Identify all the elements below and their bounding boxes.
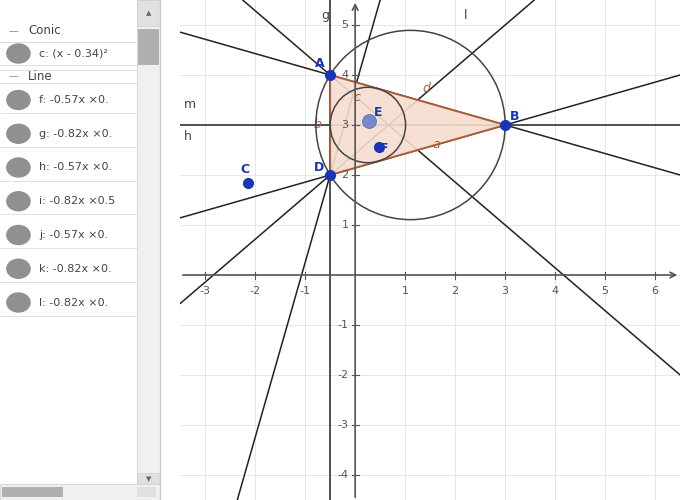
Text: 4: 4 bbox=[552, 286, 559, 296]
Text: 5: 5 bbox=[601, 286, 608, 296]
Text: a: a bbox=[433, 138, 440, 150]
Bar bbox=[0, 20, 137, 40]
Text: l: -0.82x ×0.: l: -0.82x ×0. bbox=[39, 298, 108, 308]
Ellipse shape bbox=[7, 158, 30, 177]
Text: b: b bbox=[314, 118, 321, 130]
Text: m: m bbox=[184, 98, 196, 112]
Text: 1: 1 bbox=[402, 286, 409, 296]
Text: Conic: Conic bbox=[28, 24, 61, 38]
Text: C: C bbox=[241, 163, 250, 176]
Ellipse shape bbox=[7, 293, 30, 312]
Bar bbox=[0, 122, 137, 147]
Text: 3: 3 bbox=[502, 286, 509, 296]
Text: 4: 4 bbox=[342, 70, 349, 80]
Ellipse shape bbox=[7, 90, 30, 110]
Text: g: -0.82x ×0.: g: -0.82x ×0. bbox=[39, 128, 113, 138]
Text: -1: -1 bbox=[337, 320, 349, 330]
Text: 1: 1 bbox=[342, 220, 349, 230]
Text: k: -0.82x ×0.: k: -0.82x ×0. bbox=[39, 264, 112, 274]
Bar bbox=[137, 487, 156, 497]
Text: g: g bbox=[321, 9, 329, 22]
Ellipse shape bbox=[7, 192, 30, 211]
Text: -2: -2 bbox=[250, 286, 260, 296]
Bar bbox=[137, 472, 160, 485]
Text: F: F bbox=[379, 142, 388, 156]
Text: A: A bbox=[315, 57, 325, 70]
Text: h: -0.57x ×0.: h: -0.57x ×0. bbox=[39, 162, 113, 172]
Text: -3: -3 bbox=[337, 420, 349, 430]
Text: 6: 6 bbox=[652, 286, 659, 296]
Text: B: B bbox=[510, 110, 519, 122]
Text: d: d bbox=[423, 82, 430, 95]
Text: -3: -3 bbox=[199, 286, 211, 296]
Text: f: -0.57x ×0.: f: -0.57x ×0. bbox=[39, 95, 109, 105]
Bar bbox=[0, 189, 137, 214]
Text: j: -0.57x ×0.: j: -0.57x ×0. bbox=[39, 230, 108, 240]
Bar bbox=[138, 29, 159, 65]
Text: ▲: ▲ bbox=[146, 10, 151, 16]
Bar bbox=[0, 70, 137, 82]
Text: l: l bbox=[463, 9, 467, 22]
Text: —: — bbox=[9, 26, 19, 36]
Ellipse shape bbox=[7, 44, 30, 63]
Text: 2: 2 bbox=[342, 170, 349, 180]
Bar bbox=[2, 487, 63, 497]
Text: i: -0.82x ×0.5: i: -0.82x ×0.5 bbox=[39, 196, 116, 206]
Ellipse shape bbox=[7, 226, 30, 244]
Bar bbox=[0, 257, 137, 282]
Bar bbox=[0, 290, 137, 316]
Text: 2: 2 bbox=[452, 286, 458, 296]
Text: 3: 3 bbox=[342, 120, 349, 130]
Text: -2: -2 bbox=[337, 370, 349, 380]
Bar bbox=[137, 0, 160, 485]
Text: c: (x - 0.34)²: c: (x - 0.34)² bbox=[39, 48, 108, 58]
Text: h: h bbox=[184, 130, 192, 142]
Bar bbox=[0, 88, 137, 113]
Text: -1: -1 bbox=[300, 286, 311, 296]
Polygon shape bbox=[330, 75, 505, 175]
Text: c: c bbox=[354, 91, 360, 104]
Text: -4: -4 bbox=[337, 470, 349, 480]
Ellipse shape bbox=[7, 124, 30, 143]
Bar bbox=[0, 484, 160, 500]
Text: —: — bbox=[9, 72, 19, 82]
Bar bbox=[137, 0, 160, 26]
Bar bbox=[0, 156, 137, 180]
Bar bbox=[0, 223, 137, 248]
Text: 5: 5 bbox=[342, 20, 349, 30]
Text: Line: Line bbox=[28, 70, 52, 83]
Text: E: E bbox=[374, 106, 383, 118]
Text: D: D bbox=[314, 161, 324, 174]
Text: ▼: ▼ bbox=[146, 476, 151, 482]
Ellipse shape bbox=[7, 259, 30, 278]
Bar bbox=[0, 42, 137, 65]
